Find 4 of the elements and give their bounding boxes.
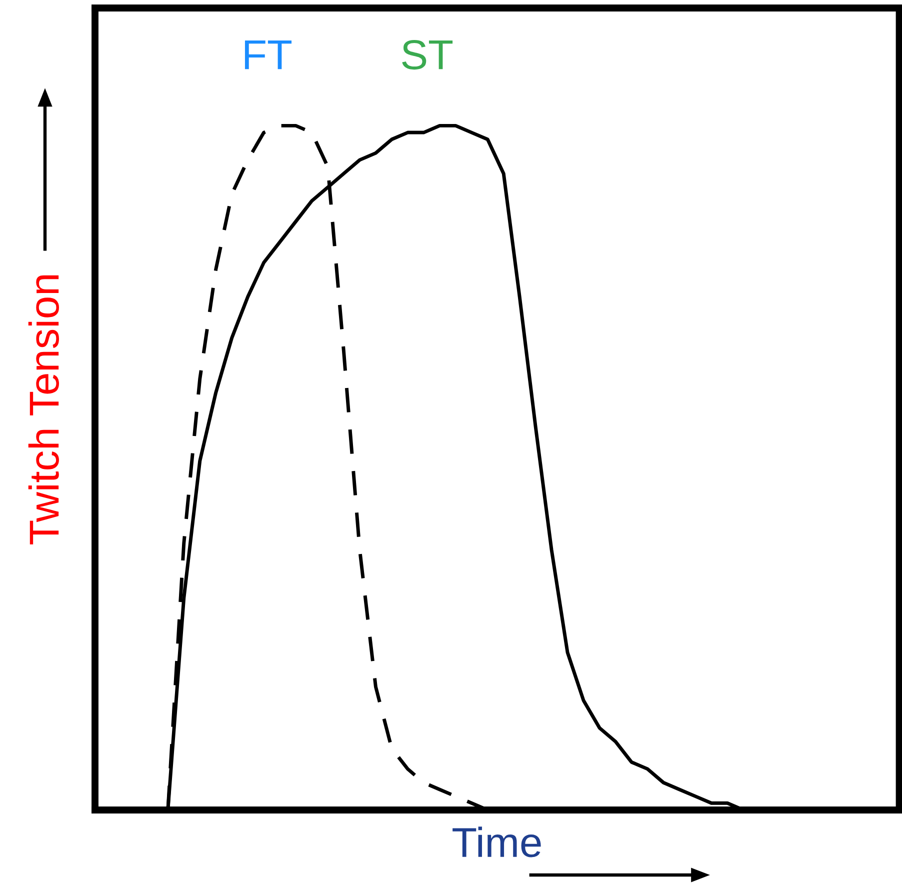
y-axis-title: Twitch Tension <box>28 275 59 544</box>
series-label: FT <box>244 40 292 70</box>
x-axis-title: Time <box>452 826 541 858</box>
series-label: ST <box>402 40 453 70</box>
